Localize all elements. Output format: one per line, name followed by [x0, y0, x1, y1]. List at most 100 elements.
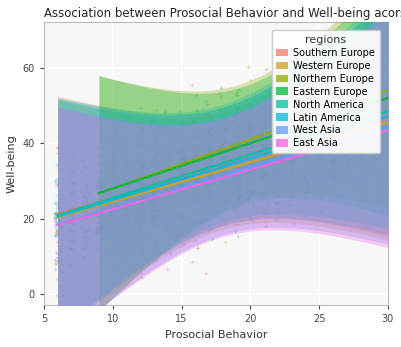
Point — [272, 133, 278, 139]
Point — [107, 209, 113, 215]
Point — [207, 211, 213, 217]
Point — [152, 176, 159, 182]
Point — [235, 217, 241, 222]
Point — [193, 163, 200, 168]
Point — [106, 178, 113, 184]
Point — [219, 173, 226, 178]
Point — [54, 258, 60, 263]
Point — [139, 160, 145, 166]
Point — [126, 195, 132, 201]
Point — [286, 119, 292, 125]
Point — [273, 188, 280, 193]
Point — [126, 211, 132, 216]
Point — [217, 162, 224, 167]
Point — [139, 145, 146, 151]
Point — [152, 145, 158, 151]
Point — [54, 183, 60, 189]
Point — [359, 97, 365, 102]
Point — [333, 154, 339, 160]
Point — [166, 135, 173, 140]
Point — [234, 175, 240, 181]
Point — [219, 214, 225, 219]
Point — [221, 164, 228, 170]
Point — [109, 238, 115, 243]
Point — [285, 108, 292, 114]
Point — [94, 225, 100, 230]
Point — [300, 131, 306, 137]
Point — [70, 221, 77, 227]
Point — [188, 119, 195, 125]
Point — [110, 237, 116, 242]
Point — [301, 126, 308, 131]
Point — [251, 109, 257, 115]
Point — [148, 198, 154, 203]
Point — [317, 85, 324, 91]
Point — [148, 181, 154, 186]
Point — [79, 216, 86, 222]
Point — [125, 225, 132, 230]
Point — [248, 181, 255, 187]
Point — [165, 175, 172, 180]
Point — [372, 49, 378, 54]
Point — [193, 196, 200, 201]
Point — [176, 245, 183, 250]
Point — [65, 261, 72, 266]
Point — [97, 187, 103, 192]
Point — [220, 136, 226, 142]
Point — [260, 138, 267, 144]
Point — [291, 129, 297, 135]
Point — [85, 225, 91, 231]
Point — [178, 213, 184, 219]
Point — [332, 140, 339, 146]
Point — [360, 119, 366, 125]
Point — [151, 194, 158, 200]
Point — [232, 153, 238, 158]
Point — [140, 213, 146, 219]
Point — [346, 86, 353, 92]
Point — [95, 219, 101, 225]
Point — [181, 169, 187, 175]
Point — [276, 142, 283, 147]
Point — [330, 76, 336, 82]
Point — [233, 183, 239, 188]
Point — [136, 151, 143, 156]
Point — [371, 73, 377, 79]
Point — [273, 105, 280, 110]
Point — [112, 180, 118, 186]
Point — [258, 167, 265, 172]
Point — [276, 172, 283, 177]
Point — [304, 196, 310, 202]
Point — [233, 127, 240, 132]
Point — [277, 127, 283, 132]
Point — [345, 91, 351, 97]
Point — [177, 211, 183, 217]
Point — [98, 179, 105, 185]
Point — [221, 168, 228, 173]
Point — [221, 180, 227, 185]
Point — [374, 68, 380, 74]
Point — [205, 163, 212, 169]
Point — [331, 145, 337, 151]
Point — [125, 115, 132, 120]
Point — [386, 132, 393, 137]
Point — [176, 157, 182, 163]
Point — [356, 113, 363, 119]
Point — [80, 175, 87, 180]
Point — [54, 181, 61, 187]
Point — [83, 182, 89, 188]
Point — [178, 184, 184, 189]
Point — [234, 177, 240, 182]
Point — [69, 154, 76, 159]
Point — [301, 94, 307, 100]
Point — [205, 216, 212, 222]
Point — [70, 237, 77, 243]
Point — [315, 116, 321, 122]
Point — [328, 90, 335, 95]
Point — [53, 221, 59, 227]
Point — [205, 168, 212, 174]
Point — [329, 136, 335, 142]
Point — [368, 166, 375, 172]
Point — [275, 128, 282, 134]
Point — [329, 168, 336, 174]
Point — [217, 106, 224, 111]
